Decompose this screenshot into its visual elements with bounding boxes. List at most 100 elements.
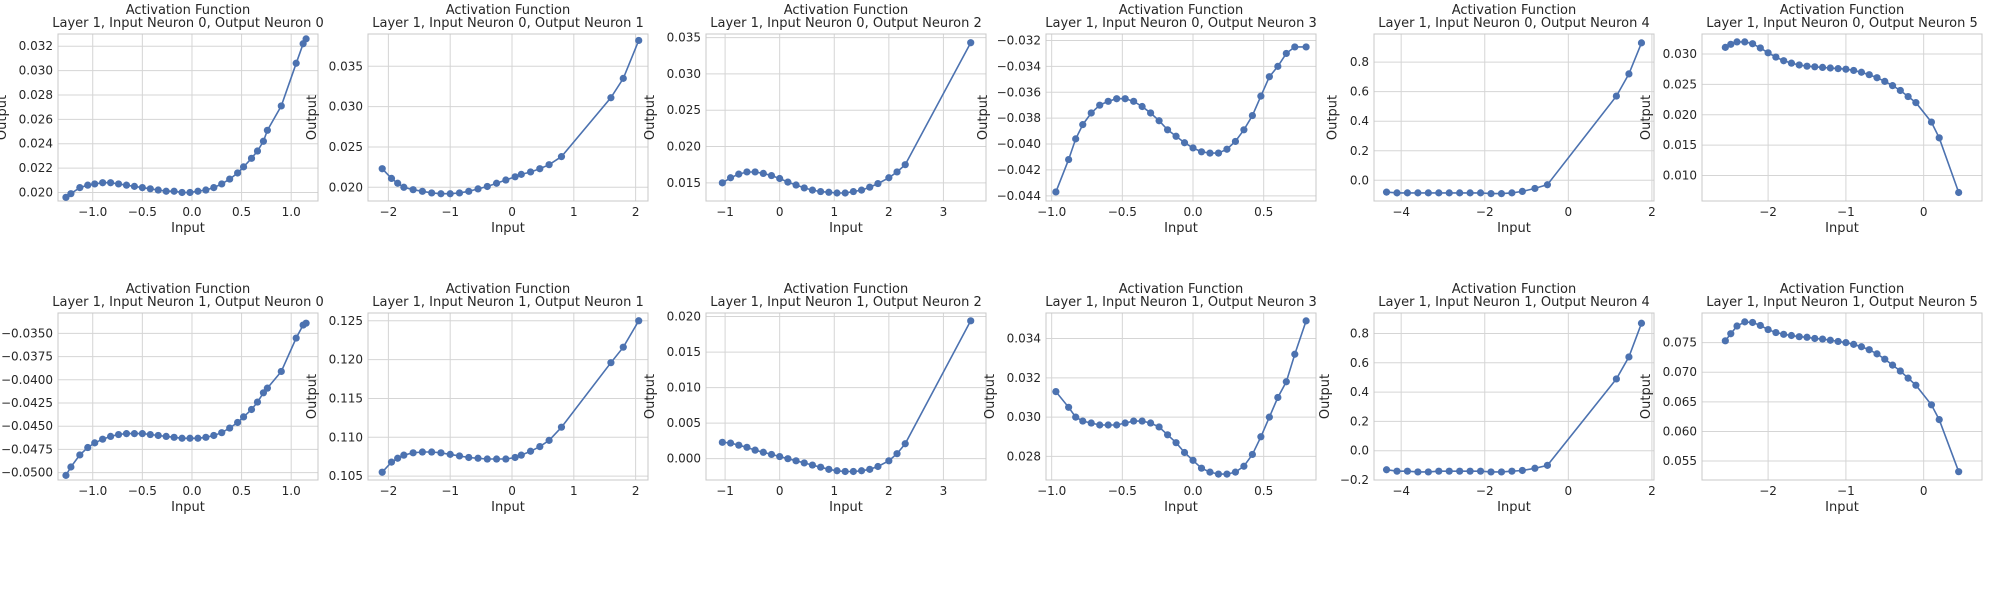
data-point (1756, 44, 1764, 52)
data-point (1497, 190, 1506, 198)
data-point (1780, 330, 1788, 338)
y-tick-label: 0.110 (329, 430, 363, 444)
data-point (874, 179, 882, 188)
data-point (825, 188, 833, 196)
y-tick-label: 0.035 (329, 59, 363, 73)
x-tick-label: −2 (1759, 205, 1777, 219)
data-point (1079, 121, 1087, 129)
data-point (635, 317, 643, 325)
data-point (817, 187, 825, 196)
y-tick-label: 0.015 (667, 345, 701, 359)
x-axis-label: Input (491, 500, 525, 515)
data-point (400, 183, 408, 191)
data-point (901, 440, 909, 448)
data-point (1414, 189, 1422, 197)
y-tick-label: 0.2 (1350, 144, 1369, 158)
y-tick-label: 0.105 (329, 469, 363, 483)
data-point (378, 468, 386, 476)
data-point (1834, 65, 1842, 73)
data-point (483, 182, 491, 191)
data-point (1113, 95, 1121, 103)
data-point (866, 183, 874, 191)
data-point (735, 170, 743, 178)
y-tick-label: 0.125 (329, 314, 363, 328)
subplot-title-line-2: Layer 1, Input Neuron 1, Output Neuron 5 (1706, 295, 1978, 310)
data-point (967, 317, 975, 325)
data-point (210, 183, 218, 192)
x-tick-label: 2 (885, 484, 893, 498)
x-axis-label: Input (1164, 221, 1198, 236)
data-point (1741, 318, 1749, 326)
y-tick-label: 0.010 (1663, 168, 1697, 182)
x-tick-label: 0 (1920, 484, 1928, 498)
data-point (62, 471, 70, 479)
data-point (1163, 126, 1172, 134)
data-point (517, 170, 525, 178)
data-point (122, 181, 131, 189)
data-point (1826, 64, 1834, 72)
y-tick-label: −0.044 (997, 189, 1041, 203)
data-point (743, 168, 751, 176)
data-point (607, 94, 615, 102)
data-point (1155, 423, 1163, 431)
x-tick-label: 0 (508, 205, 516, 219)
subplot-title-line-1: Activation Function (1780, 282, 1905, 297)
data-point (1197, 464, 1206, 472)
y-axis-label: Output (643, 95, 658, 140)
data-point (194, 187, 202, 195)
data-point (1240, 462, 1248, 470)
y-axis-label: Output (1639, 95, 1654, 140)
data-point (1955, 188, 1963, 197)
axes-frame (1045, 33, 1317, 202)
data-point (277, 367, 285, 376)
data-point (1476, 189, 1485, 197)
y-axis-label: Output (643, 374, 658, 419)
x-tick-label: 3 (940, 205, 948, 219)
data-point (1445, 467, 1453, 475)
axes-frame (705, 33, 987, 202)
data-point (735, 441, 743, 449)
x-axis-label: Input (491, 221, 525, 236)
data-point (170, 187, 178, 195)
x-tick-label: −0.5 (1108, 484, 1137, 498)
subplot-title-line-1: Activation Function (1452, 282, 1577, 297)
data-point (1888, 361, 1897, 369)
data-point (292, 59, 300, 67)
data-point (234, 169, 242, 177)
data-point (1113, 421, 1121, 429)
x-tick-label: 1.0 (282, 484, 301, 498)
data-point (1189, 144, 1197, 152)
data-point (1881, 77, 1889, 85)
data-point (202, 186, 210, 194)
data-point (1240, 126, 1248, 134)
data-point (849, 467, 857, 476)
y-tick-label: −0.0475 (1, 442, 53, 456)
data-point (409, 449, 417, 457)
data-point (1096, 101, 1104, 109)
data-point (226, 175, 234, 183)
x-axis-label: Input (1825, 500, 1859, 515)
data-point (1721, 337, 1729, 345)
axes-frame (1373, 312, 1655, 481)
data-point (1189, 456, 1197, 464)
data-point (1756, 321, 1764, 330)
data-point (146, 430, 154, 439)
axes-frame (367, 312, 649, 481)
y-tick-label: 0.035 (667, 31, 701, 45)
y-tick-label: 0.025 (1663, 77, 1697, 91)
data-point (1087, 109, 1095, 117)
data-point (1435, 189, 1443, 197)
data-point (1138, 102, 1146, 111)
data-point (91, 439, 99, 447)
subplot-4: −1.0 −0.5 0.0 0.5 −0.044 −0.042 −0.040 −0.038 −0… (976, 3, 1317, 236)
data-point (1727, 40, 1735, 48)
data-point (1543, 181, 1552, 189)
data-point (1487, 190, 1495, 198)
data-point (536, 443, 544, 451)
data-point (465, 453, 473, 462)
series-line (65, 322, 307, 476)
subplot-title-line-2: Layer 1, Input Neuron 0, Output Neuron 3 (1045, 16, 1317, 31)
data-point (1172, 132, 1180, 140)
data-point (1721, 43, 1729, 51)
data-point (1403, 467, 1412, 475)
